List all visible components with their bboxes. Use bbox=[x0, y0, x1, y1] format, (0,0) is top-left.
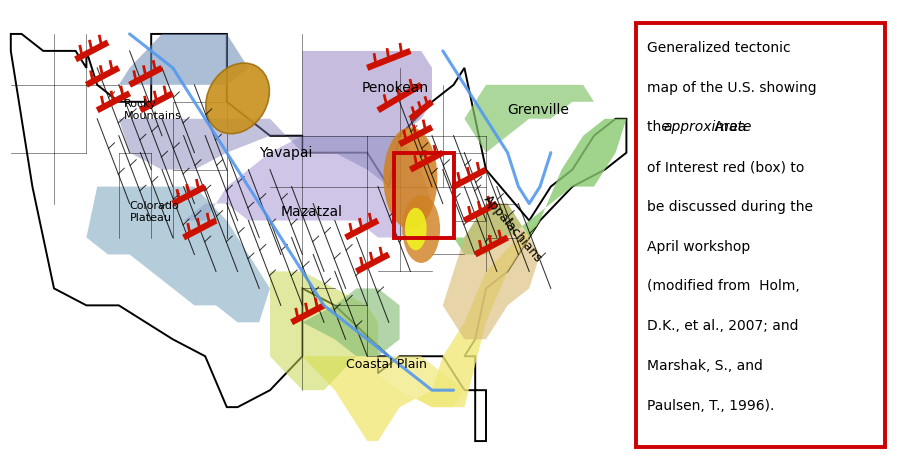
Text: Rocky
Mountains: Rocky Mountains bbox=[124, 99, 182, 121]
Text: Coastal Plain: Coastal Plain bbox=[346, 358, 427, 371]
Text: Appalachians: Appalachians bbox=[481, 193, 544, 265]
Text: April workshop: April workshop bbox=[647, 239, 751, 254]
Text: the: the bbox=[647, 120, 674, 134]
Text: be discussed during the: be discussed during the bbox=[647, 200, 813, 214]
Text: Penokean: Penokean bbox=[362, 81, 429, 95]
Polygon shape bbox=[270, 271, 378, 390]
Polygon shape bbox=[302, 288, 400, 356]
Polygon shape bbox=[367, 356, 464, 407]
Text: Mazatzal: Mazatzal bbox=[281, 205, 343, 219]
Text: map of the U.S. showing: map of the U.S. showing bbox=[647, 80, 816, 95]
Polygon shape bbox=[443, 204, 540, 339]
Ellipse shape bbox=[405, 208, 427, 250]
Polygon shape bbox=[454, 119, 626, 255]
Text: Colorado
Plateau: Colorado Plateau bbox=[130, 201, 179, 223]
Text: Area: Area bbox=[710, 120, 746, 134]
Polygon shape bbox=[86, 187, 270, 323]
Polygon shape bbox=[464, 85, 594, 152]
Polygon shape bbox=[119, 34, 248, 85]
Polygon shape bbox=[119, 119, 400, 187]
Text: Yavapai: Yavapai bbox=[259, 146, 312, 160]
Polygon shape bbox=[11, 34, 626, 441]
Text: approximate: approximate bbox=[664, 120, 752, 134]
Polygon shape bbox=[184, 136, 432, 238]
Polygon shape bbox=[302, 51, 432, 136]
Ellipse shape bbox=[206, 63, 269, 134]
Text: (modified from  Holm,: (modified from Holm, bbox=[647, 279, 800, 293]
Text: Generalized tectonic: Generalized tectonic bbox=[647, 41, 791, 55]
FancyBboxPatch shape bbox=[636, 23, 885, 447]
Bar bbox=[394, 152, 454, 238]
Text: D.K., et al., 2007; and: D.K., et al., 2007; and bbox=[647, 319, 798, 333]
Text: of Interest red (box) to: of Interest red (box) to bbox=[647, 160, 805, 174]
Polygon shape bbox=[302, 220, 540, 441]
Text: Grenville: Grenville bbox=[508, 103, 570, 117]
Ellipse shape bbox=[402, 195, 440, 263]
Text: Paulsen, T., 1996).: Paulsen, T., 1996). bbox=[647, 399, 775, 413]
Text: Marshak, S., and: Marshak, S., and bbox=[647, 359, 763, 373]
Ellipse shape bbox=[383, 127, 437, 229]
